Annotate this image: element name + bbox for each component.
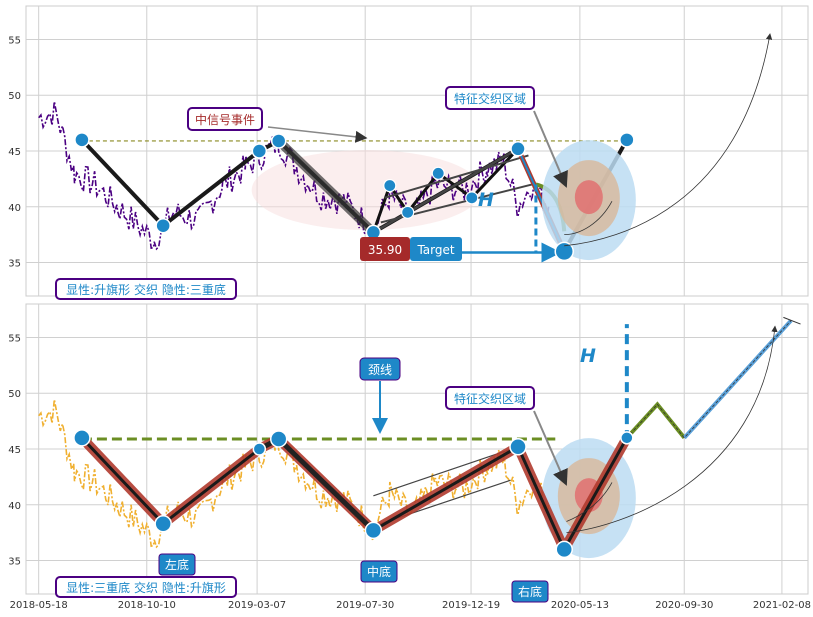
target-price-tag: 35.90 Target [360, 237, 462, 261]
flag-point [401, 205, 415, 219]
price-line-top [38, 101, 550, 251]
x-tick-label: 2019-12-19 [442, 600, 500, 611]
pattern-point [364, 521, 383, 540]
pattern-point [510, 141, 526, 157]
annotation-interweave-bottom: 特征交织区域 [445, 386, 535, 410]
bottom-y-tick-labels: 35 40 45 50 55 [8, 333, 21, 567]
projection-arc-top [564, 33, 773, 247]
x-tick-label: 2018-10-10 [118, 600, 176, 611]
pattern-point [154, 514, 172, 533]
pattern-point [555, 540, 573, 559]
signal-event-label: 中信号事件 [195, 112, 255, 127]
projection-dash [626, 320, 792, 439]
pattern-point [509, 438, 527, 456]
target-price-value: 35.90 [368, 243, 402, 257]
flag-zigzag [371, 147, 520, 233]
x-tick-label: 2020-05-13 [551, 600, 609, 611]
top-price-series [38, 101, 550, 251]
top-annotation-arrows [267, 33, 773, 247]
flag-line-b1 [373, 446, 519, 497]
flag-channel [384, 154, 529, 199]
y-tick-label: 40 [8, 501, 21, 512]
bottom-price-series [38, 399, 550, 549]
x-tick-label: 2021-02-08 [753, 600, 811, 611]
y-tick-label: 35 [8, 259, 21, 270]
target-ellipse-inner [574, 180, 603, 215]
pattern-point [251, 143, 268, 159]
bottom-h-label: H [580, 345, 596, 367]
pattern-point [620, 431, 634, 445]
top-pattern-points [74, 132, 635, 262]
y-tick-label: 45 [8, 445, 21, 456]
pattern-point [74, 132, 90, 148]
end-cap [783, 316, 801, 325]
pattern-point [619, 132, 635, 148]
pattern-point [270, 133, 287, 149]
annotation-interweave-top: 特征交织区域 [445, 86, 535, 110]
right-bottom-label: 右底 [518, 584, 542, 599]
bottom-legend-text: 显性:三重底 交织 隐性:升旗形 [66, 580, 226, 595]
flag-point [383, 178, 397, 193]
top-y-tick-labels: 35 40 45 50 55 [8, 35, 21, 269]
x-tick-label: 2018-05-18 [10, 600, 68, 611]
bottom-legend-box: 显性:三重底 交织 隐性:升旗形 [55, 576, 237, 598]
bottom-x-tick-labels: 2018-05-18 2018-10-10 2019-03-07 2019-07-30… [10, 600, 811, 611]
interweave-label-bottom: 特征交织区域 [454, 391, 526, 406]
annotation-right-bottom: 右底 [511, 580, 549, 603]
annotation-middle-bottom: 中底 [360, 560, 398, 583]
target-label: Target [416, 243, 454, 257]
top-legend-text: 显性:升旗形 交织 隐性:三重底 [66, 282, 226, 297]
flag-point [431, 166, 445, 180]
left-bottom-label: 左底 [165, 557, 189, 572]
y-tick-label: 50 [8, 91, 21, 102]
y-tick-label: 35 [8, 557, 21, 568]
price-line-bottom [38, 399, 550, 549]
x-tick-label: 2019-07-30 [336, 600, 394, 611]
y-tick-label: 55 [8, 333, 21, 344]
projection-arc-bottom-2 [566, 482, 613, 522]
top-chart-panel: 35 40 45 50 55 中信号事件 特征交织区域 显性:升旗形 交织 隐性:三重底… [8, 5, 809, 300]
bottom-projection [566, 316, 801, 534]
y-tick-label: 50 [8, 389, 21, 400]
x-tick-label: 2020-09-30 [655, 600, 713, 611]
y-tick-label: 40 [8, 203, 21, 214]
y-tick-label: 55 [8, 35, 21, 46]
neckline-label: 颈线 [368, 363, 392, 377]
pattern-point [252, 442, 267, 456]
top-h-label: H [478, 189, 494, 211]
pattern-point [554, 241, 574, 262]
interweave-label-top: 特征交织区域 [454, 91, 526, 106]
signal-arrow [267, 126, 368, 143]
interweave-arrow-bottom [533, 410, 568, 486]
annotation-neckline: 颈线 [359, 357, 401, 381]
middle-bottom-label: 中底 [367, 564, 391, 579]
projection-arc-bottom [566, 325, 778, 534]
bottom-annotation-arrows [372, 381, 568, 486]
pattern-point [73, 429, 91, 447]
pattern-point [155, 217, 171, 234]
interweave-arrow-top [533, 110, 568, 188]
flag-point [465, 191, 479, 205]
bottom-chart-panel: 35 40 45 50 55 2018-05-18 2018-10-10 2019-03-0… [8, 303, 811, 611]
x-tick-label: 2019-03-07 [228, 600, 286, 611]
bottom-pattern-points [73, 429, 634, 559]
pattern-pole [275, 137, 377, 236]
annotation-left-bottom: 左底 [158, 553, 196, 576]
y-tick-label: 45 [8, 147, 21, 158]
projection-arc-top-2 [564, 201, 613, 236]
annotation-signal-event: 中信号事件 [187, 107, 263, 131]
top-legend-box: 显性:升旗形 交织 隐性:三重底 [55, 278, 237, 300]
pattern-point [269, 430, 288, 448]
